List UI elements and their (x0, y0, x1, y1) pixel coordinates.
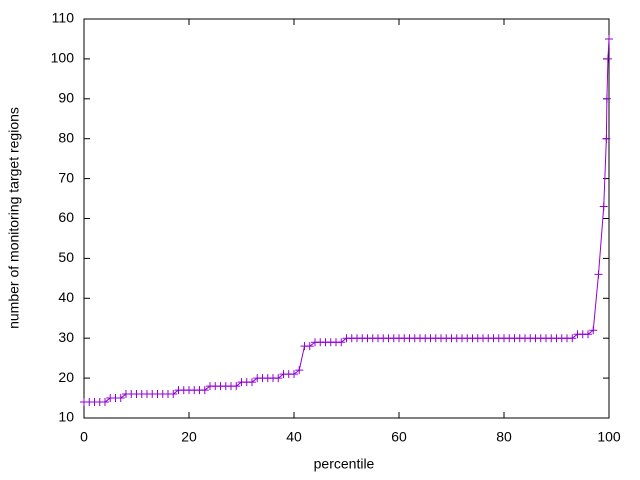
data-point (169, 390, 178, 399)
data-point (589, 326, 598, 335)
y-tick-label: 110 (52, 10, 75, 26)
y-tick-label: 50 (58, 249, 74, 265)
data-point (290, 370, 298, 379)
data-point (232, 382, 241, 391)
x-tick-label: 40 (286, 429, 302, 445)
data-point (602, 134, 611, 143)
y-tick-label: 70 (58, 169, 74, 185)
data-point (602, 94, 611, 103)
y-tick-label: 80 (58, 129, 74, 145)
data-point (337, 338, 346, 347)
data-point (116, 394, 125, 403)
data-point (568, 334, 577, 343)
data-point (603, 54, 612, 63)
y-axis-label: number of monitoring target regions (6, 107, 22, 329)
y-tick-label: 90 (58, 90, 74, 106)
data-point (295, 366, 304, 375)
data-point (605, 34, 613, 43)
y-tick-label: 60 (58, 209, 74, 225)
data-line (84, 38, 610, 403)
data-point (305, 342, 314, 351)
data-point (200, 386, 209, 395)
x-tick-label: 0 (80, 429, 88, 445)
data-point (584, 330, 592, 339)
data-point (101, 398, 109, 407)
data-point (248, 378, 256, 387)
x-tick-label: 20 (181, 429, 197, 445)
plot-border (83, 18, 610, 419)
y-tick-label: 30 (58, 329, 74, 345)
x-tick-label: 80 (496, 429, 512, 445)
x-tick-label: 60 (391, 429, 407, 445)
data-point (274, 374, 283, 383)
y-tick-label: 20 (58, 369, 74, 385)
data-point (594, 270, 603, 279)
y-tick-label: 40 (58, 289, 74, 305)
data-point (599, 202, 608, 211)
x-axis-label: percentile (314, 456, 375, 472)
y-tick-label: 10 (58, 409, 74, 425)
y-tick-label: 100 (51, 50, 75, 66)
x-tick-label: 100 (597, 429, 621, 445)
